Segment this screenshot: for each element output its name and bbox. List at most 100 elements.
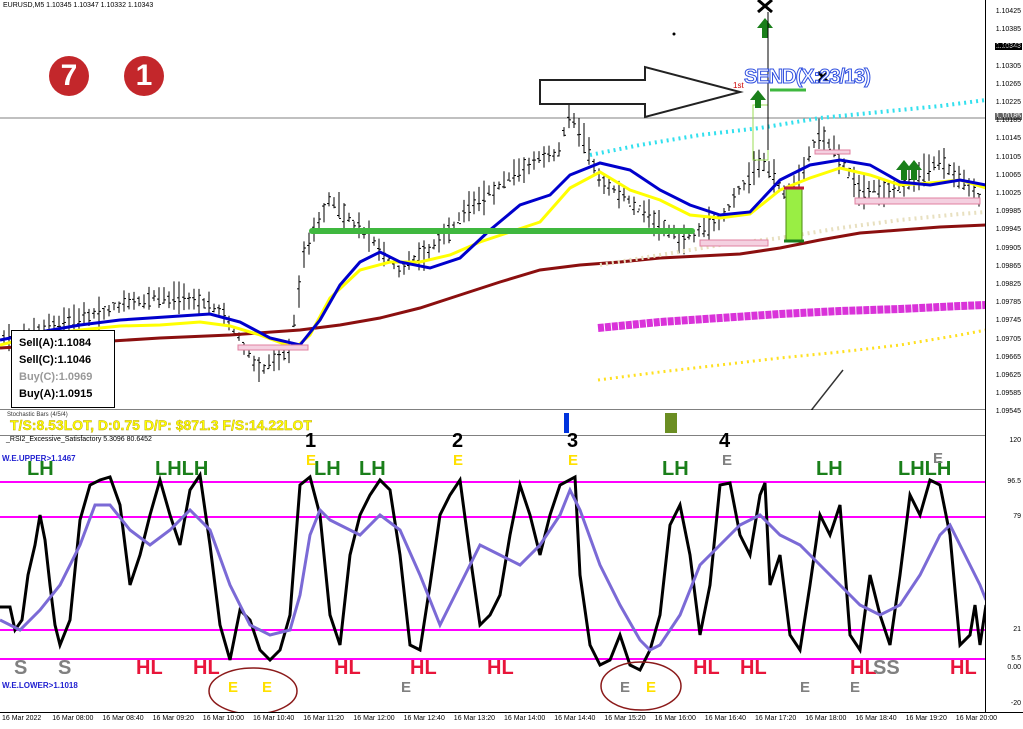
symbol-header: EURUSD,M5 1.10345 1.10347 1.10332 1.1034… bbox=[3, 2, 154, 9]
upper-label: W.E.UPPER>1.1467 bbox=[2, 454, 76, 463]
time-axis[interactable]: 16 Mar 2022 16 Mar 08:00 16 Mar 08:40 16 Ma… bbox=[0, 712, 1023, 729]
time-axis-label: 16 Mar 12:40 bbox=[403, 715, 445, 722]
lower-band-dots bbox=[597, 328, 986, 382]
price-axis-label: 1.10065 bbox=[995, 171, 1021, 179]
s-signal: S bbox=[14, 657, 28, 679]
time-axis-label: 16 Mar 2022 bbox=[2, 715, 42, 722]
price-axis-label: 1.09705 bbox=[995, 335, 1021, 343]
wave-number-3: 3 bbox=[567, 430, 579, 452]
sell-c-label: Sell(C):1.1046 bbox=[19, 354, 92, 366]
e-marker: E bbox=[228, 679, 239, 696]
buy-c-label: Buy(C):1.0969 bbox=[19, 371, 93, 383]
price-axis-label: 1.10185 bbox=[995, 117, 1021, 125]
wave-number-4: 4 bbox=[719, 430, 731, 452]
zone-box bbox=[699, 239, 769, 247]
level-label: -20 bbox=[1010, 700, 1021, 707]
indicator-title: _RSI2_Excessive_Satisfactory 5.3096 80.6… bbox=[6, 436, 152, 443]
lh-signal: LH bbox=[816, 458, 843, 480]
highlight-ellipse bbox=[600, 661, 682, 711]
hl-signal: HL bbox=[136, 657, 163, 679]
slow-ma-line bbox=[0, 223, 986, 350]
price-axis-label: 1.09785 bbox=[995, 299, 1021, 307]
price-axis-label: 1.09825 bbox=[995, 281, 1021, 288]
price-axis-label: 1.09985 bbox=[995, 208, 1021, 216]
price-axis-label: 1.10265 bbox=[995, 80, 1021, 88]
buy-arrow-icon bbox=[750, 18, 922, 180]
price-chart[interactable] bbox=[0, 0, 986, 410]
time-axis-label: 16 Mar 19:20 bbox=[905, 715, 947, 722]
price-axis-label: 1.09905 bbox=[995, 244, 1021, 252]
price-axis-label: 1.09745 bbox=[995, 317, 1021, 325]
e-marker: E bbox=[800, 679, 811, 696]
level-label: 21 bbox=[1013, 626, 1021, 633]
lower-label: W.E.LOWER>1.1018 bbox=[2, 681, 78, 690]
e-marker: E bbox=[620, 679, 631, 696]
wave-number-1: 1 bbox=[305, 430, 317, 452]
price-axis-label: 1.09665 bbox=[995, 353, 1021, 361]
hl-signal: HL bbox=[334, 657, 361, 679]
current-price-tag: 1.10343 bbox=[994, 43, 1022, 50]
green-bar-marker bbox=[665, 413, 677, 433]
price-axis-label: 1.10425 bbox=[995, 8, 1021, 15]
lh-signal: LHLH bbox=[155, 458, 209, 480]
price-axis-label: 1.10343 bbox=[995, 44, 1021, 52]
highlight-ellipse bbox=[208, 667, 298, 715]
sell-a-label: Sell(A):1.1084 bbox=[19, 337, 92, 349]
level-label: 5.5 bbox=[1011, 655, 1021, 662]
time-axis-label: 16 Mar 08:40 bbox=[102, 715, 144, 722]
send-label: SEND(X:23/13) bbox=[744, 66, 872, 89]
upper-band-dots bbox=[589, 98, 986, 157]
rsi-indicator-chart[interactable] bbox=[0, 435, 986, 712]
price-axis-label: 1.10105 bbox=[995, 153, 1021, 161]
time-axis-label: 16 Mar 15:20 bbox=[604, 715, 646, 722]
e-marker: E bbox=[568, 452, 579, 469]
level-label: 120 bbox=[1009, 437, 1021, 444]
zone-box bbox=[237, 344, 309, 351]
lower-band-thick bbox=[597, 301, 986, 332]
close-x-icon bbox=[757, 0, 830, 84]
level-label: 96.5 bbox=[1007, 478, 1021, 485]
lh-signal: LH bbox=[662, 458, 689, 480]
e-marker: E bbox=[453, 452, 464, 469]
price-axis-label: 1.10305 bbox=[995, 62, 1021, 70]
signal-bar bbox=[785, 187, 803, 243]
lh-signal: LHLH bbox=[898, 458, 952, 480]
time-axis-label: 16 Mar 20:00 bbox=[955, 715, 998, 722]
buy-a-label: Buy(A):1.0915 bbox=[19, 388, 93, 400]
time-axis-label: 16 Mar 13:20 bbox=[453, 715, 496, 722]
hl-signal: HL bbox=[950, 657, 977, 679]
price-axis-label: 1.10025 bbox=[995, 190, 1021, 197]
rsi-fast-line bbox=[0, 470, 986, 673]
price-axis-label: 1.09625 bbox=[995, 372, 1021, 379]
time-axis-label: 16 Mar 17:20 bbox=[755, 715, 797, 722]
first-label: 1st bbox=[733, 81, 744, 90]
blue-bar-marker bbox=[564, 413, 569, 433]
price-info-box: Sell(A):1.1084 Sell(C):1.1046 Buy(C):1.0… bbox=[11, 330, 115, 408]
e-marker: E bbox=[262, 679, 273, 696]
price-axis-label: 1.09585 bbox=[995, 390, 1021, 398]
level-label: 79 bbox=[1013, 513, 1021, 520]
time-axis-label: 16 Mar 14:40 bbox=[554, 715, 596, 722]
time-axis-label: 16 Mar 09:20 bbox=[152, 715, 194, 722]
callout-arrow bbox=[539, 65, 744, 119]
time-axis-label: 16 Mar 11:20 bbox=[303, 715, 344, 722]
level-label: 0.00 bbox=[1007, 664, 1021, 671]
price-axis-label: 1.10385 bbox=[995, 26, 1021, 34]
hl-signal: HL bbox=[850, 657, 877, 679]
e-marker: E bbox=[646, 679, 657, 696]
e-marker: E bbox=[306, 452, 317, 469]
price-axis-label: 1.10145 bbox=[995, 135, 1021, 143]
price-axis-label: 1.09545 bbox=[995, 408, 1021, 416]
hl-signal: HL bbox=[410, 657, 437, 679]
time-axis-label: 16 Mar 16:40 bbox=[704, 715, 747, 722]
indicator-name-label: Stochastic Bars (4/5/4) bbox=[7, 412, 68, 418]
time-axis-label: 16 Mar 10:00 bbox=[202, 715, 245, 722]
time-axis-label: 16 Mar 14:00 bbox=[504, 715, 546, 722]
e-marker: E bbox=[850, 679, 861, 696]
lh-signal: LH bbox=[359, 458, 386, 480]
time-axis-label: 16 Mar 18:00 bbox=[805, 715, 847, 722]
time-axis-label: 16 Mar 10:40 bbox=[253, 715, 295, 722]
zone-box bbox=[814, 149, 851, 155]
time-axis-label: 16 Mar 08:00 bbox=[52, 715, 94, 722]
hl-signal: HL bbox=[693, 657, 720, 679]
